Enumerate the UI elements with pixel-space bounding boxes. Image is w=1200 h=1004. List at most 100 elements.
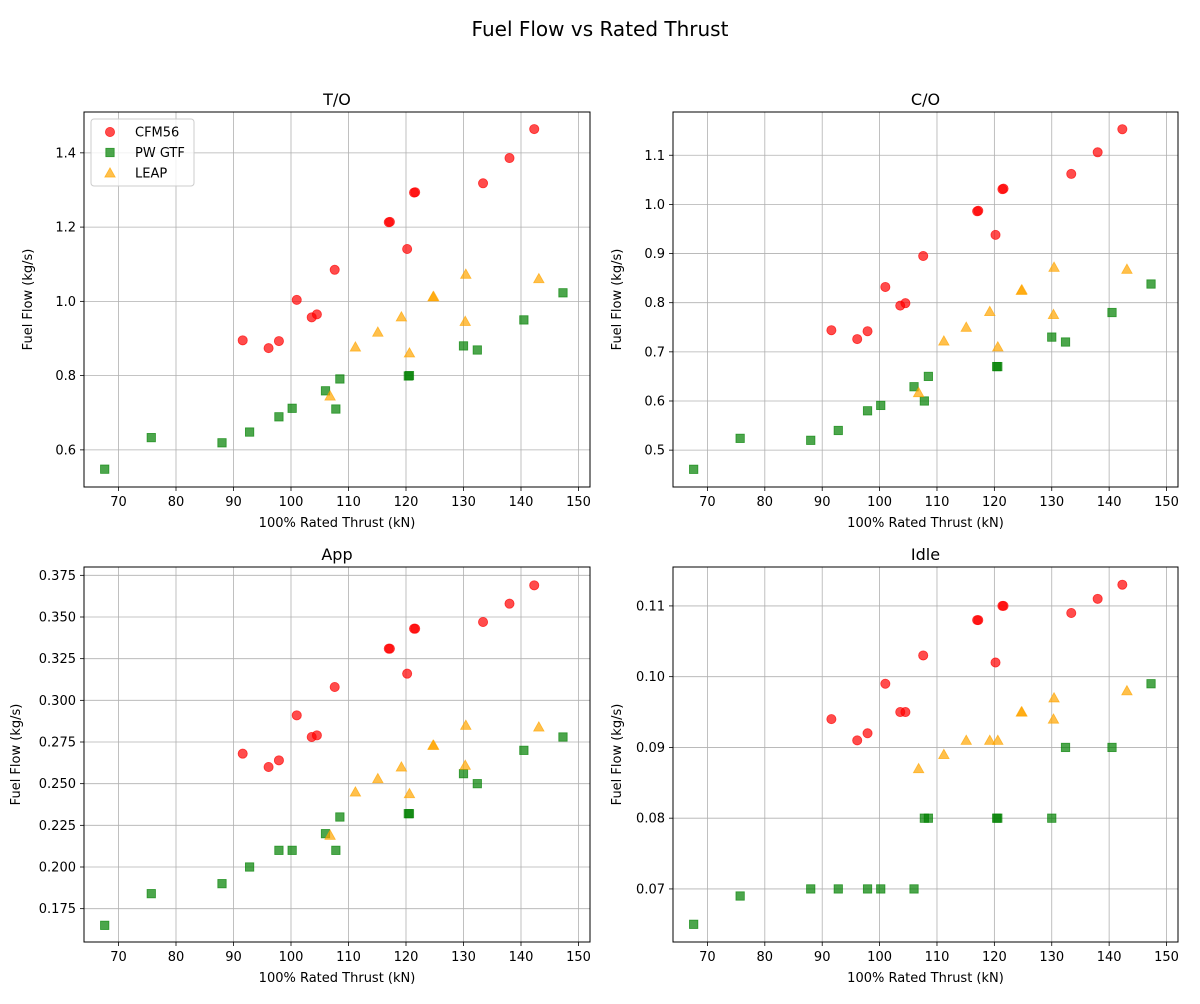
data-point bbox=[1146, 279, 1156, 289]
data-point bbox=[329, 264, 340, 275]
subplot-title: Idle bbox=[911, 545, 940, 564]
x-tick-label: 90 bbox=[225, 950, 242, 965]
legend-frame bbox=[90, 118, 195, 187]
data-point bbox=[833, 425, 843, 436]
plot-frame bbox=[672, 566, 1179, 943]
data-point bbox=[833, 884, 843, 894]
x-tick-label: 110 bbox=[336, 495, 361, 510]
data-point bbox=[876, 884, 886, 894]
data-point bbox=[311, 309, 322, 320]
data-point bbox=[427, 739, 440, 750]
data-point bbox=[404, 809, 415, 819]
x-tick-label: 120 bbox=[982, 495, 1007, 510]
series-leap bbox=[912, 684, 1133, 774]
data-point bbox=[100, 464, 110, 474]
data-point bbox=[287, 403, 297, 413]
data-point bbox=[900, 298, 911, 309]
data-point bbox=[404, 371, 415, 381]
y-tick-label: 0.200 bbox=[39, 861, 76, 876]
y-tick-label: 0.325 bbox=[39, 652, 76, 667]
data-point bbox=[403, 346, 416, 358]
data-point bbox=[923, 813, 933, 823]
x-axis-label: 100% Rated Thrust (kN) bbox=[259, 516, 416, 531]
y-tick-label: 0.11 bbox=[636, 599, 665, 614]
x-tick-label: 70 bbox=[110, 950, 127, 965]
data-point bbox=[918, 251, 929, 262]
data-point bbox=[1047, 813, 1057, 823]
data-point bbox=[371, 772, 384, 784]
x-tick-label: 140 bbox=[1097, 495, 1122, 510]
data-point bbox=[291, 294, 302, 305]
data-point bbox=[335, 812, 345, 822]
data-point bbox=[1146, 679, 1156, 689]
data-point bbox=[459, 759, 472, 770]
data-point bbox=[960, 321, 973, 332]
data-point bbox=[459, 315, 472, 326]
data-point bbox=[1048, 691, 1060, 703]
data-point bbox=[735, 891, 745, 901]
y-tick-label: 1.0 bbox=[55, 295, 76, 310]
data-point bbox=[100, 920, 110, 930]
data-point bbox=[1066, 607, 1077, 618]
data-point bbox=[458, 341, 469, 351]
data-point bbox=[291, 710, 302, 721]
data-point bbox=[558, 288, 568, 298]
x-tick-label: 140 bbox=[1097, 950, 1122, 965]
data-point bbox=[990, 657, 1001, 668]
data-point bbox=[918, 650, 929, 661]
data-point bbox=[919, 396, 929, 406]
y-tick-label: 0.275 bbox=[39, 736, 76, 751]
y-tick-label: 0.10 bbox=[636, 670, 665, 685]
data-point bbox=[912, 762, 925, 774]
x-tick-label: 80 bbox=[168, 495, 185, 510]
y-tick-label: 0.225 bbox=[39, 819, 76, 834]
data-point bbox=[273, 336, 284, 347]
y-tick-label: 0.07 bbox=[636, 882, 665, 897]
data-point bbox=[237, 748, 248, 759]
data-point bbox=[1060, 337, 1071, 347]
data-point bbox=[689, 919, 699, 929]
y-tick-label: 1.4 bbox=[55, 146, 76, 161]
y-tick-label: 0.175 bbox=[39, 902, 76, 917]
data-point bbox=[1107, 307, 1117, 318]
data-point bbox=[1047, 332, 1057, 342]
data-point bbox=[909, 382, 919, 392]
data-point bbox=[263, 762, 274, 773]
data-point bbox=[937, 335, 950, 346]
data-point bbox=[532, 720, 545, 732]
data-point bbox=[960, 734, 973, 745]
data-point bbox=[862, 728, 873, 739]
series-leap bbox=[324, 268, 545, 401]
data-point bbox=[410, 187, 421, 198]
data-point bbox=[371, 326, 384, 337]
x-tick-label: 100 bbox=[867, 950, 892, 965]
data-point bbox=[991, 340, 1004, 352]
data-point bbox=[287, 845, 297, 855]
data-point bbox=[472, 779, 482, 789]
y-axis-label: Fuel Flow (kg/s) bbox=[610, 704, 625, 806]
x-tick-label: 150 bbox=[566, 950, 591, 965]
data-point bbox=[395, 310, 408, 322]
data-point bbox=[880, 281, 891, 292]
series-pw-gtf bbox=[689, 279, 1156, 474]
x-tick-label: 100 bbox=[279, 495, 304, 510]
data-point bbox=[519, 745, 529, 755]
y-tick-label: 0.8 bbox=[644, 296, 665, 311]
data-point bbox=[532, 272, 545, 284]
data-point bbox=[324, 829, 336, 840]
data-point bbox=[237, 335, 248, 346]
y-tick-label: 0.09 bbox=[636, 741, 665, 756]
series-cfm56 bbox=[826, 124, 1128, 345]
data-point bbox=[1117, 579, 1128, 590]
data-point bbox=[384, 643, 395, 654]
data-point bbox=[983, 734, 996, 745]
data-point bbox=[983, 305, 996, 316]
plot-frame bbox=[672, 111, 1179, 488]
data-point bbox=[973, 205, 984, 216]
x-tick-label: 100 bbox=[867, 495, 892, 510]
x-tick-label: 80 bbox=[757, 495, 774, 510]
data-point bbox=[459, 268, 472, 279]
data-point bbox=[384, 216, 395, 227]
x-tick-label: 120 bbox=[394, 950, 419, 965]
